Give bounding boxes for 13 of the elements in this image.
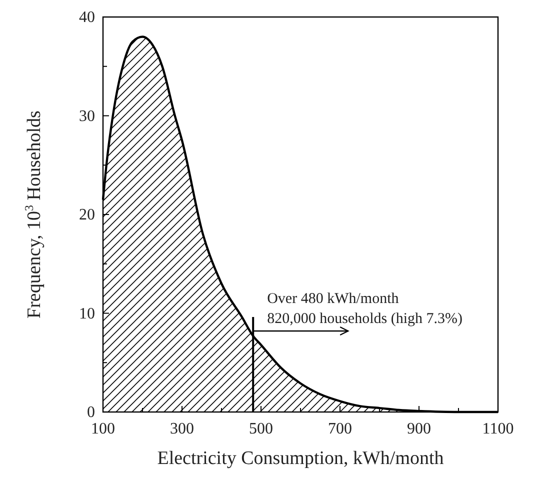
- y-tick-label: 30: [79, 108, 95, 125]
- y-tick-label: 40: [79, 9, 95, 26]
- y-tick-label: 0: [87, 404, 95, 422]
- y-tick-label: 20: [79, 206, 95, 224]
- x-tick-label: 100: [91, 420, 115, 438]
- x-axis-title: Electricity Consumption, kWh/month: [157, 448, 444, 469]
- x-tick-label: 700: [328, 420, 352, 438]
- x-tick-label: 300: [170, 420, 194, 438]
- y-tick-label: 10: [79, 305, 95, 322]
- x-tick-label: 1100: [482, 420, 514, 438]
- annotation: Over 480 kWh/month 820,000 households (high 7.3%): [267, 291, 463, 328]
- x-tick-label: 500: [249, 420, 273, 438]
- x-tick-label: 900: [407, 420, 431, 438]
